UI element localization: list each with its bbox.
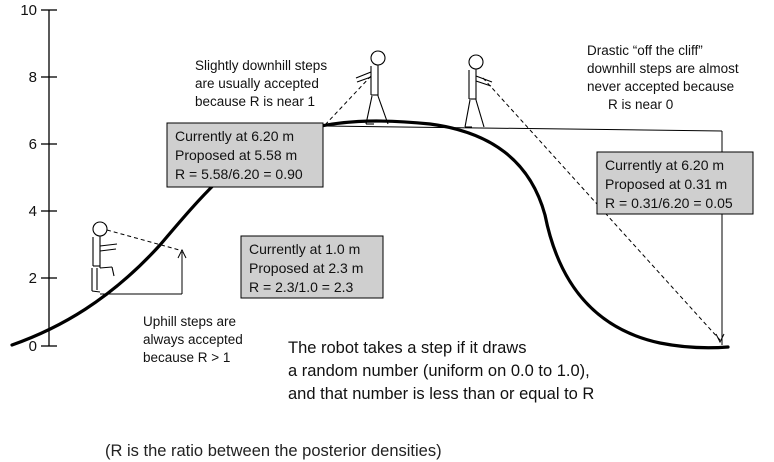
uphill-note-line-3: because R > 1: [143, 350, 230, 365]
slight-step-box: Currently at 6.20 m Proposed at 5.58 m R…: [166, 122, 324, 188]
tick-label-0: 0: [29, 338, 37, 355]
hill-curve: [10, 119, 730, 350]
uphill-note-line-1: Uphill steps are: [143, 314, 236, 329]
drastic-note-line-1: Drastic “off the cliff”: [587, 43, 703, 58]
slight-box-current: Currently at 6.20 m: [175, 128, 294, 144]
uphill-box-ratio: R = 2.3/1.0 = 2.3: [249, 279, 354, 295]
rule-line-1: The robot takes a step if it draws: [288, 339, 526, 357]
drastic-note-line-3: never accepted because: [587, 79, 734, 94]
robot-top-left: [355, 50, 389, 125]
tick-label-4: 4: [29, 203, 37, 220]
slight-downhill-note: Slightly downhill steps are usually acce…: [195, 58, 327, 109]
drastic-downhill-note: Drastic “off the cliff” downhill steps a…: [587, 43, 739, 112]
tick-label-10: 10: [20, 2, 37, 19]
uphill-step-guides: [100, 229, 187, 295]
tick-label-8: 8: [29, 69, 37, 86]
drastic-box-ratio: R = 0.31/6.20 = 0.05: [605, 195, 733, 211]
uphill-box-current: Currently at 1.0 m: [249, 241, 360, 257]
robot-uphill: [91, 221, 118, 293]
drastic-box-current: Currently at 6.20 m: [605, 157, 724, 173]
drastic-note-line-2: downhill steps are almost: [587, 61, 739, 76]
uphill-note: Uphill steps are always accepted because…: [143, 314, 243, 365]
slight-note-line-3: because R is near 1: [195, 94, 315, 109]
uphill-step-box: Currently at 1.0 m Proposed at 2.3 m R =…: [240, 235, 384, 299]
rule-line-2: a random number (uniform on 0.0 to 1.0),: [288, 362, 590, 380]
tick-label-6: 6: [29, 136, 37, 153]
y-axis: [41, 9, 57, 347]
drastic-step-box: Currently at 6.20 m Proposed at 0.31 m R…: [596, 151, 754, 215]
tick-label-2: 2: [29, 270, 37, 287]
uphill-note-line-2: always accepted: [143, 332, 243, 347]
slight-box-proposed: Proposed at 5.58 m: [175, 147, 297, 163]
drastic-note-line-4: R is near 0: [608, 97, 673, 112]
acceptance-rule: The robot takes a step if it draws a ran…: [288, 339, 594, 403]
footnote: (R is the ratio between the posterior de…: [105, 442, 442, 460]
drastic-box-proposed: Proposed at 0.31 m: [605, 176, 727, 192]
slight-step-guide: [323, 75, 372, 127]
uphill-box-proposed: Proposed at 2.3 m: [249, 260, 363, 276]
slight-box-ratio: R = 5.58/6.20 = 0.90: [175, 166, 303, 182]
slight-note-line-1: Slightly downhill steps: [195, 58, 327, 73]
rule-line-3: and that number is less than or equal to…: [288, 385, 594, 403]
slight-note-line-2: are usually accepted: [195, 76, 319, 91]
robot-top-right: [464, 54, 493, 128]
y-axis-tick-labels: 10 8 6 4 2 0: [20, 2, 37, 355]
